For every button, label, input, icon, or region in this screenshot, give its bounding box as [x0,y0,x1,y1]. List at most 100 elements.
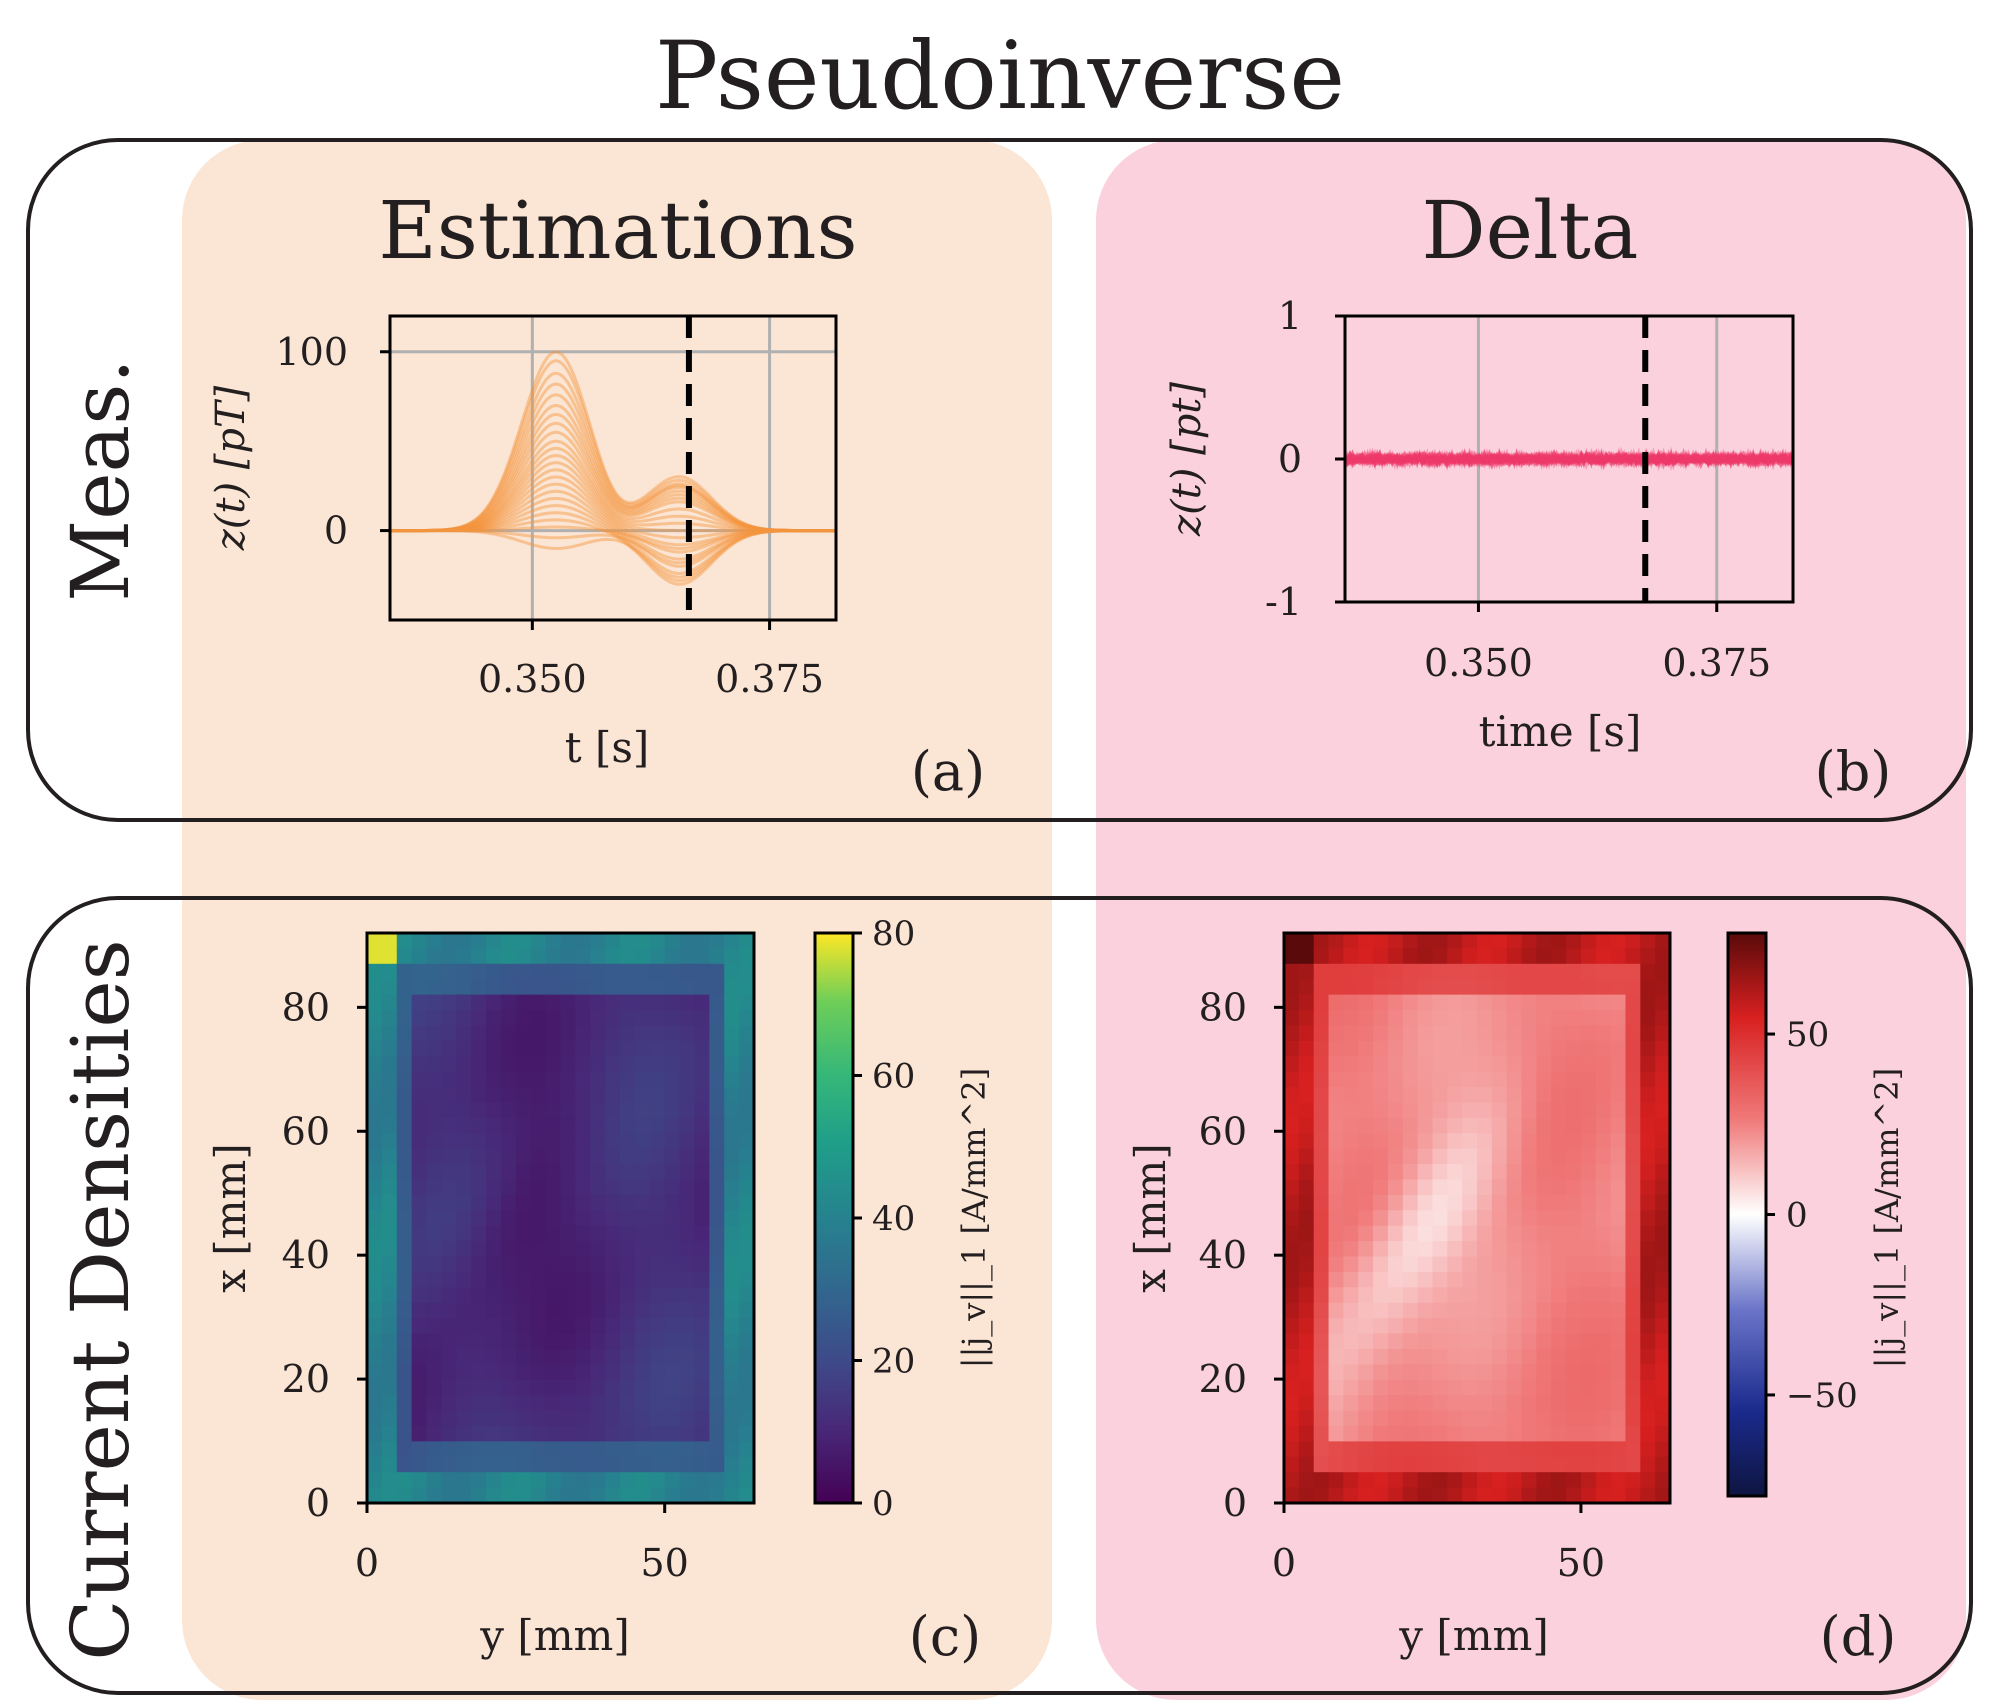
panel-d-cell [1580,1379,1597,1396]
panel-c-cell [590,1071,606,1088]
panel-c-cell [560,1010,576,1027]
panel-c-cell [664,1179,681,1196]
panel-c-cell [381,1348,398,1365]
panel-d-cell [1328,1395,1344,1412]
panel-c-cell [634,1194,651,1211]
panel-d-cell [1610,1318,1627,1335]
panel-d-cell [1298,1194,1315,1211]
panel-d-cell [1506,1364,1523,1381]
panel-c-cell [530,1302,547,1319]
panel-c-cell [649,994,666,1011]
panel-d-cell [1610,1487,1627,1504]
panel-c-cell [724,1102,740,1119]
panel-c-cell [620,1487,636,1504]
panel-c-cell [739,1441,755,1458]
panel-d-cell [1655,1318,1671,1335]
panel-c-cell [441,1025,457,1042]
panel-c-cell [709,1395,725,1412]
panel-d-cell [1387,1040,1404,1057]
panel-b-label: (b) [1815,740,1892,803]
panel-d-cell [1298,1179,1315,1196]
panel-c-cell [664,1056,681,1073]
panel-c-cell [605,1102,621,1119]
panel-d-cell [1580,1287,1597,1304]
panel-d-cell [1358,1056,1374,1073]
panel-c-cell [515,1364,532,1381]
panel-d-cell [1462,1225,1478,1242]
panel-c-cell [441,1117,457,1134]
panel-d-cell [1417,1441,1434,1458]
panel-d-cell [1566,1040,1582,1057]
panel-c-cell [709,1425,725,1442]
panel-c-cell [694,963,710,980]
panel-c-cell [515,1487,532,1504]
panel-c-cell [560,979,576,996]
panel-c-cell [649,1456,666,1473]
panel-c-cell [545,994,562,1011]
panel-d-cell [1551,994,1567,1011]
panel-c-cell [724,1395,740,1412]
panel-d-cell [1521,1087,1537,1104]
panel-c-cell [545,1364,562,1381]
panel-c-cell [545,979,562,996]
panel-c-cell [605,1225,621,1242]
panel-c-cell [411,1210,428,1227]
panel-d-cell [1373,1164,1389,1181]
panel-d-cell [1358,1364,1374,1381]
panel-d-cell [1491,1194,1508,1211]
panel-c-cell [515,1456,532,1473]
panel-c-cell [709,1441,725,1458]
panel-c-cell [486,1071,502,1088]
panel-d-heatmap [1284,933,1671,1504]
panel-c-cell [426,1379,443,1396]
panel-c-cell [381,1071,398,1088]
panel-d-cell [1610,1225,1627,1242]
panel-d-cell [1387,1271,1404,1288]
panel-d-cell [1521,1271,1537,1288]
panel-d-cell [1551,1318,1567,1335]
panel-c-cell [396,1102,413,1119]
panel-d-cell [1640,979,1656,996]
panel-c-cell [486,1395,502,1412]
panel-d-cell [1655,1364,1671,1381]
panel-a-ytick-1: 100 [275,330,348,374]
panel-d-cell [1551,1133,1567,1150]
panel-d-cell [1373,1487,1389,1504]
panel-c-heatmap [367,933,755,1504]
panel-c-cell [634,1056,651,1073]
panel-c-cell [367,1395,383,1412]
panel-c-cell [456,1102,472,1119]
panel-d-cell [1373,1071,1389,1088]
panel-c-cell [590,933,606,950]
panel-c-cell [471,1148,487,1165]
panel-c-cell [426,963,443,980]
panel-d-cell [1447,1348,1463,1365]
panel-d-ytick-4: 80 [1199,985,1247,1029]
panel-c-cell [367,979,383,996]
panel-d-cell [1343,1210,1359,1227]
panel-d-cell [1358,1117,1374,1134]
panel-c-cell [500,1441,517,1458]
panel-d-cell [1655,1487,1671,1504]
panel-d-cell [1595,1333,1612,1350]
panel-c-cell [396,1456,413,1473]
panel-d-cell [1551,1164,1567,1181]
panel-d-cell [1477,1487,1493,1504]
panel-c-cell [679,1071,696,1088]
panel-c-cell [441,1348,457,1365]
panel-a-series-line [390,461,836,533]
panel-c-cell [471,1472,487,1489]
panel-b-ticks [1335,314,1719,612]
panel-c-cell [381,1318,398,1335]
panel-b-series-line [1345,448,1793,471]
panel-c: 0 50 0 20 40 60 80 y [mm] x [mm] (c) 0 2… [206,914,993,1668]
panel-c-cell [694,1148,710,1165]
panel-c-cell [590,1087,606,1104]
panel-c-cell [694,979,710,996]
panel-d-cell [1625,1287,1641,1304]
panel-d-cell [1551,979,1567,996]
panel-a-series-line [390,454,836,533]
panel-d-cell [1343,1256,1359,1273]
panel-d-cell [1625,994,1641,1011]
panel-d-cell [1506,1225,1523,1242]
